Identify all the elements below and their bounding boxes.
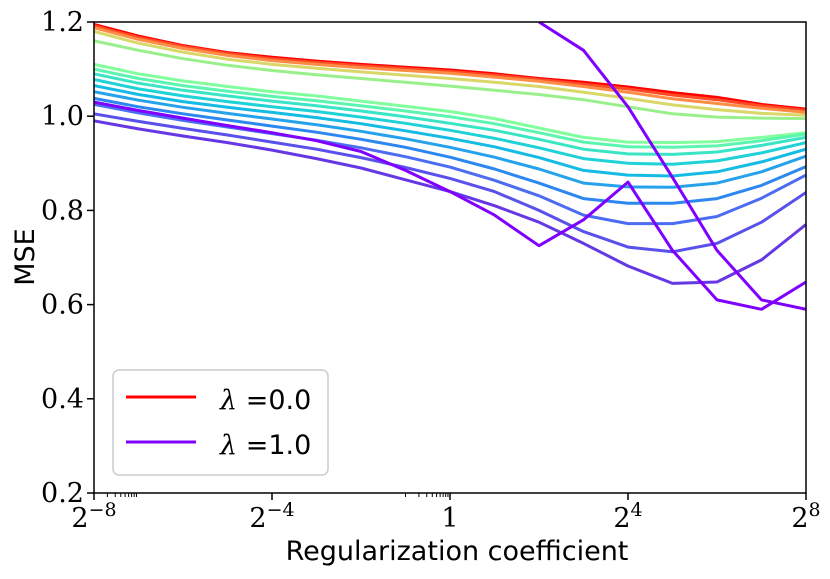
y-tick-label: 0.2 — [41, 478, 84, 509]
y-tick-label: 0.4 — [41, 384, 84, 415]
x-tick-label: 2−4 — [249, 499, 294, 534]
y-axis: 0.2 0.4 0.6 0.8 1.0 1.2 — [41, 7, 94, 509]
x-tick-label: 1 — [441, 503, 458, 534]
series-line-3 — [94, 29, 806, 117]
legend-label-lambda-0: λ =0.0 — [219, 385, 311, 416]
y-tick-label: 0.8 — [41, 195, 84, 226]
x-tick-label: 28 — [791, 499, 820, 534]
y-tick-label: 1.0 — [41, 101, 84, 132]
series-line-2 — [94, 26, 806, 114]
series-line-4 — [94, 39, 806, 121]
series-line-15 — [94, 100, 806, 311]
legend: λ =0.0 λ =1.0 — [112, 369, 329, 476]
series-line-12 — [94, 102, 806, 226]
series-line-9 — [94, 84, 806, 178]
series-line-10 — [94, 90, 806, 189]
x-tick-label: 2−8 — [71, 499, 116, 534]
series-line-13 — [94, 112, 806, 254]
x-axis: 2−8 2−4 1 24 28 — [71, 493, 821, 534]
series-line-7 — [94, 72, 806, 156]
series-lines — [94, 22, 806, 311]
y-tick-label: 0.6 — [41, 290, 84, 321]
series-line-8 — [94, 78, 806, 166]
series-line-6 — [94, 67, 806, 149]
series-line-5 — [94, 62, 806, 145]
x-tick-label: 24 — [613, 499, 642, 534]
series-line-11 — [94, 96, 806, 205]
y-tick-label: 1.2 — [41, 7, 84, 38]
legend-label-lambda-1: λ =1.0 — [219, 430, 311, 461]
x-axis-label: Regularization coefficient — [286, 536, 629, 567]
series-line-16 — [538, 22, 806, 311]
y-axis-label: MSE — [10, 228, 41, 286]
series-line-1 — [94, 24, 806, 112]
